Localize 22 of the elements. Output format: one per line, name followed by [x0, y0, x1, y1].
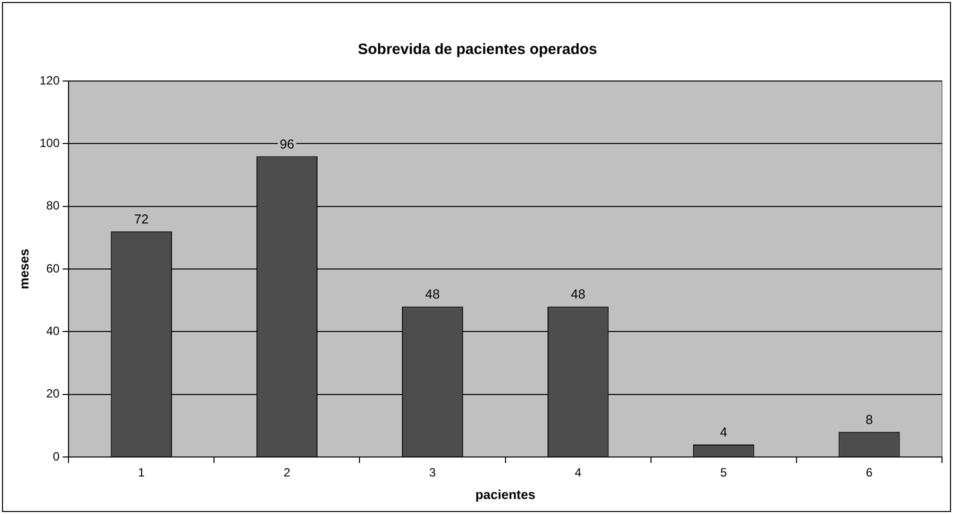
x-tick-label: 4 [574, 466, 582, 480]
data-label: 8 [866, 412, 873, 428]
x-tick-label: 5 [720, 466, 728, 480]
x-axis-title: pacientes [475, 486, 536, 502]
y-tick-label: 0 [52, 449, 60, 464]
y-tick-label: 40 [46, 324, 60, 338]
y-tick-label: 100 [40, 136, 60, 150]
data-label: 48 [425, 286, 440, 302]
y-tick-label: 120 [40, 73, 60, 88]
y-tick-label: 20 [46, 386, 60, 401]
x-tick-label: 6 [866, 466, 873, 480]
data-label: 4 [720, 424, 728, 440]
x-tick-label: 2 [284, 466, 291, 480]
chart-title: Sobrevida de pacientes operados [358, 41, 598, 58]
data-label: 72 [134, 211, 149, 226]
x-tick-label: 1 [138, 466, 146, 480]
y-axis-title: meses [16, 248, 32, 290]
y-tick-label: 60 [46, 261, 60, 276]
data-label: 96 [280, 136, 294, 152]
data-label: 48 [570, 286, 586, 302]
y-tick-label: 80 [46, 198, 60, 213]
x-tick-label: 3 [429, 466, 436, 480]
